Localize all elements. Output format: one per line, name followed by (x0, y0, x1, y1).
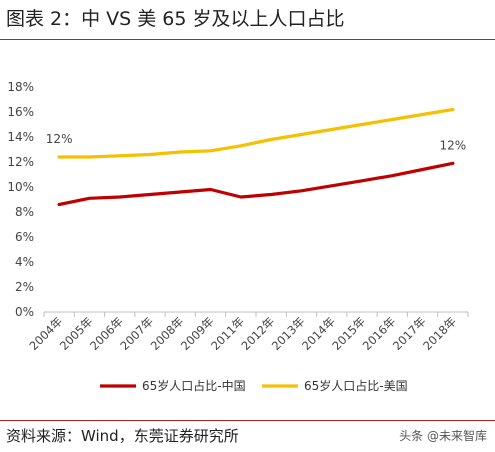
y-axis: 0% 2% 4% 6% 8% 10% 12% 14% 16% 18% (7, 80, 34, 319)
x-tick-label: 2014年 (299, 314, 338, 353)
y-tick-label: 0% (15, 305, 34, 319)
y-tick-label: 12% (7, 155, 34, 169)
y-tick-label: 6% (15, 230, 34, 244)
x-tick-label: 2005年 (57, 314, 96, 353)
x-tick-label: 2011年 (208, 314, 247, 353)
y-tick-label: 10% (7, 180, 34, 194)
watermark: 头条 @未来智库 (399, 429, 487, 443)
annotations: 12% 12% (46, 132, 466, 152)
y-tick-label: 8% (15, 205, 34, 219)
series-line-1 (57, 107, 455, 159)
legend-label-0: 65岁人口占比-中国 (142, 378, 246, 393)
y-tick-label: 2% (15, 280, 34, 294)
x-tick-label: 2017年 (390, 314, 429, 353)
x-axis: 2004年2005年2006年2007年2008年2009年2011年2012年… (27, 311, 469, 353)
x-tick-label: 2006年 (87, 314, 126, 353)
x-tick-label: 2015年 (329, 314, 368, 353)
legend: 65岁人口占比-中国 65岁人口占比-美国 (100, 378, 408, 393)
y-tick-label: 14% (7, 130, 34, 144)
chart-title: 图表 2：中 VS 美 65 岁及以上人口占比 (6, 8, 345, 30)
x-tick-label: 2008年 (148, 314, 187, 353)
legend-label-1: 65岁人口占比-美国 (304, 378, 408, 393)
x-tick-label: 2018年 (420, 314, 459, 353)
x-tick-label: 2009年 (178, 314, 217, 353)
y-tick-label: 16% (7, 105, 34, 119)
x-tick-label: 2013年 (269, 314, 308, 353)
y-tick-label: 18% (7, 80, 34, 94)
y-tick-label: 4% (15, 255, 34, 269)
x-tick-label: 2007年 (117, 314, 156, 353)
line-chart: 0% 2% 4% 6% 8% 10% 12% 14% 16% 18% 2004年2005年2006… (7, 80, 469, 393)
footer-divider (0, 420, 495, 421)
x-tick-label: 2012年 (239, 314, 278, 353)
title-divider (0, 39, 495, 40)
data-label: 12% (46, 132, 73, 146)
source-note: 资料来源：Wind，东莞证券研究所 (6, 427, 239, 445)
series-line-0 (57, 161, 455, 207)
x-tick-label: 2004年 (27, 314, 66, 353)
data-label: 12% (440, 138, 467, 152)
series-lines (57, 107, 455, 207)
x-tick-label: 2016年 (360, 314, 399, 353)
